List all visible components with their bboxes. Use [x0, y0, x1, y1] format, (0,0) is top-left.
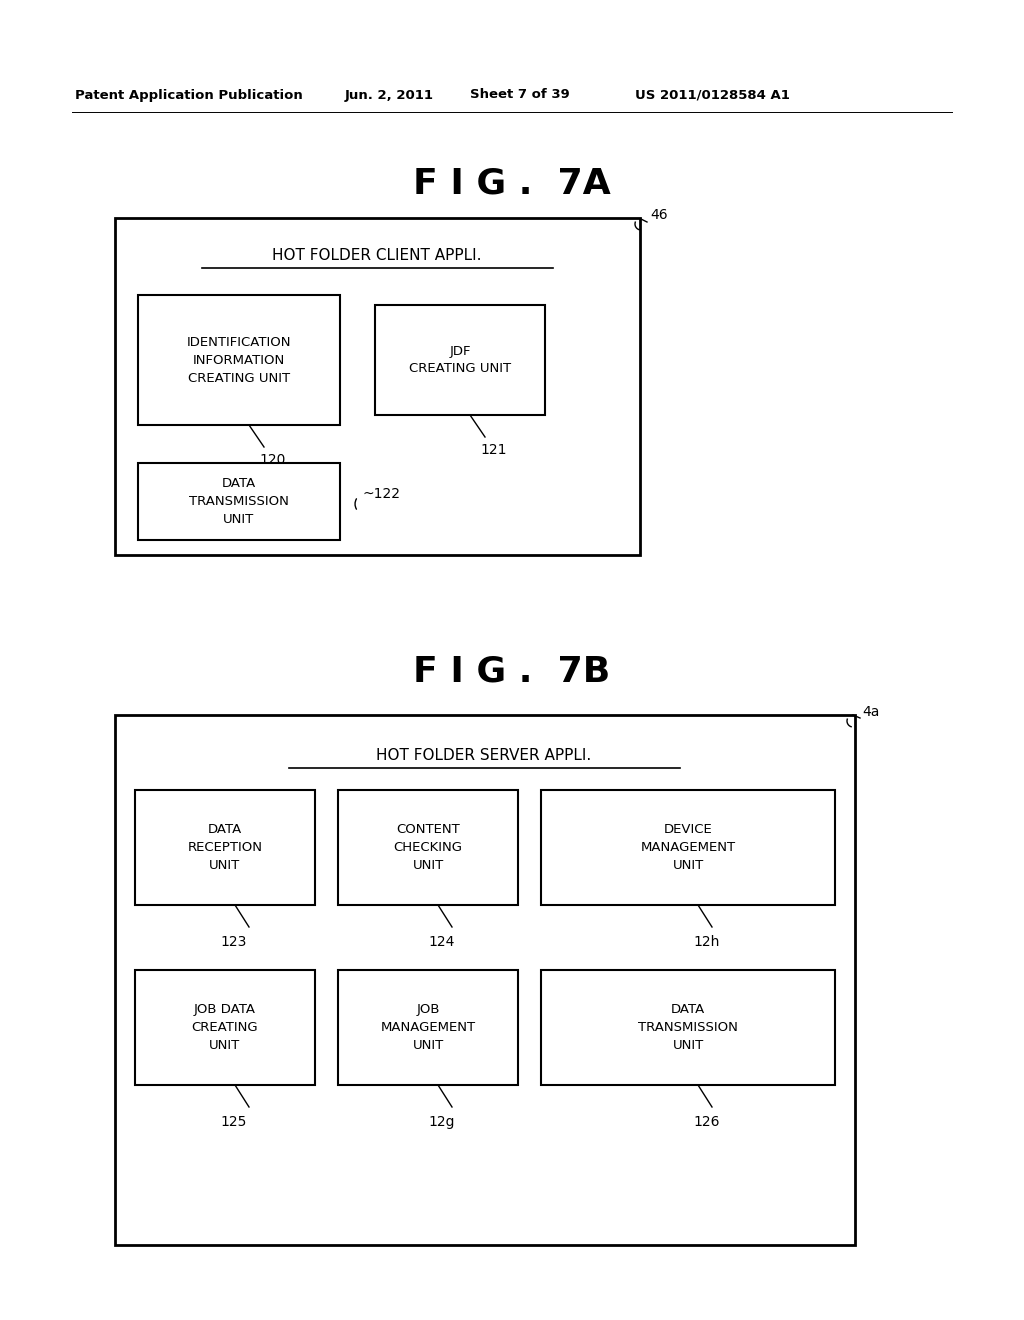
Bar [138, 294, 340, 425]
Bar [115, 715, 855, 1245]
Text: JOB DATA
CREATING
UNIT: JOB DATA CREATING UNIT [191, 1003, 258, 1052]
Text: 120: 120 [259, 453, 286, 467]
Text: HOT FOLDER CLIENT APPLI.: HOT FOLDER CLIENT APPLI. [272, 248, 481, 263]
Text: 12g: 12g [428, 1115, 455, 1129]
Text: DEVICE
MANAGEMENT
UNIT: DEVICE MANAGEMENT UNIT [640, 822, 735, 873]
Text: ~122: ~122 [362, 487, 400, 500]
Text: 125: 125 [220, 1115, 247, 1129]
Text: Patent Application Publication: Patent Application Publication [75, 88, 303, 102]
Text: 123: 123 [220, 935, 247, 949]
Bar [135, 970, 315, 1085]
Text: HOT FOLDER SERVER APPLI.: HOT FOLDER SERVER APPLI. [377, 747, 592, 763]
Text: DATA
TRANSMISSION
UNIT: DATA TRANSMISSION UNIT [638, 1003, 738, 1052]
Text: 124: 124 [428, 935, 455, 949]
Text: JOB
MANAGEMENT
UNIT: JOB MANAGEMENT UNIT [381, 1003, 475, 1052]
Text: 121: 121 [480, 444, 507, 457]
Text: DATA
TRANSMISSION
UNIT: DATA TRANSMISSION UNIT [189, 477, 289, 525]
Bar [115, 218, 640, 554]
Bar [338, 789, 518, 906]
Bar [138, 463, 340, 540]
Text: 126: 126 [693, 1115, 720, 1129]
Text: DATA
RECEPTION
UNIT: DATA RECEPTION UNIT [187, 822, 262, 873]
Bar [135, 789, 315, 906]
Text: Jun. 2, 2011: Jun. 2, 2011 [345, 88, 434, 102]
Text: JDF
CREATING UNIT: JDF CREATING UNIT [409, 345, 511, 375]
Text: 46: 46 [650, 209, 668, 222]
Text: CONTENT
CHECKING
UNIT: CONTENT CHECKING UNIT [393, 822, 463, 873]
Text: IDENTIFICATION
INFORMATION
CREATING UNIT: IDENTIFICATION INFORMATION CREATING UNIT [186, 335, 291, 384]
Text: F I G .  7B: F I G . 7B [414, 655, 610, 689]
Text: Sheet 7 of 39: Sheet 7 of 39 [470, 88, 569, 102]
Bar [541, 970, 835, 1085]
Bar [541, 789, 835, 906]
Text: F I G .  7A: F I G . 7A [413, 166, 611, 201]
Text: 4a: 4a [862, 705, 880, 719]
Text: 12h: 12h [693, 935, 720, 949]
Bar [338, 970, 518, 1085]
Text: US 2011/0128584 A1: US 2011/0128584 A1 [635, 88, 790, 102]
Bar [375, 305, 545, 414]
